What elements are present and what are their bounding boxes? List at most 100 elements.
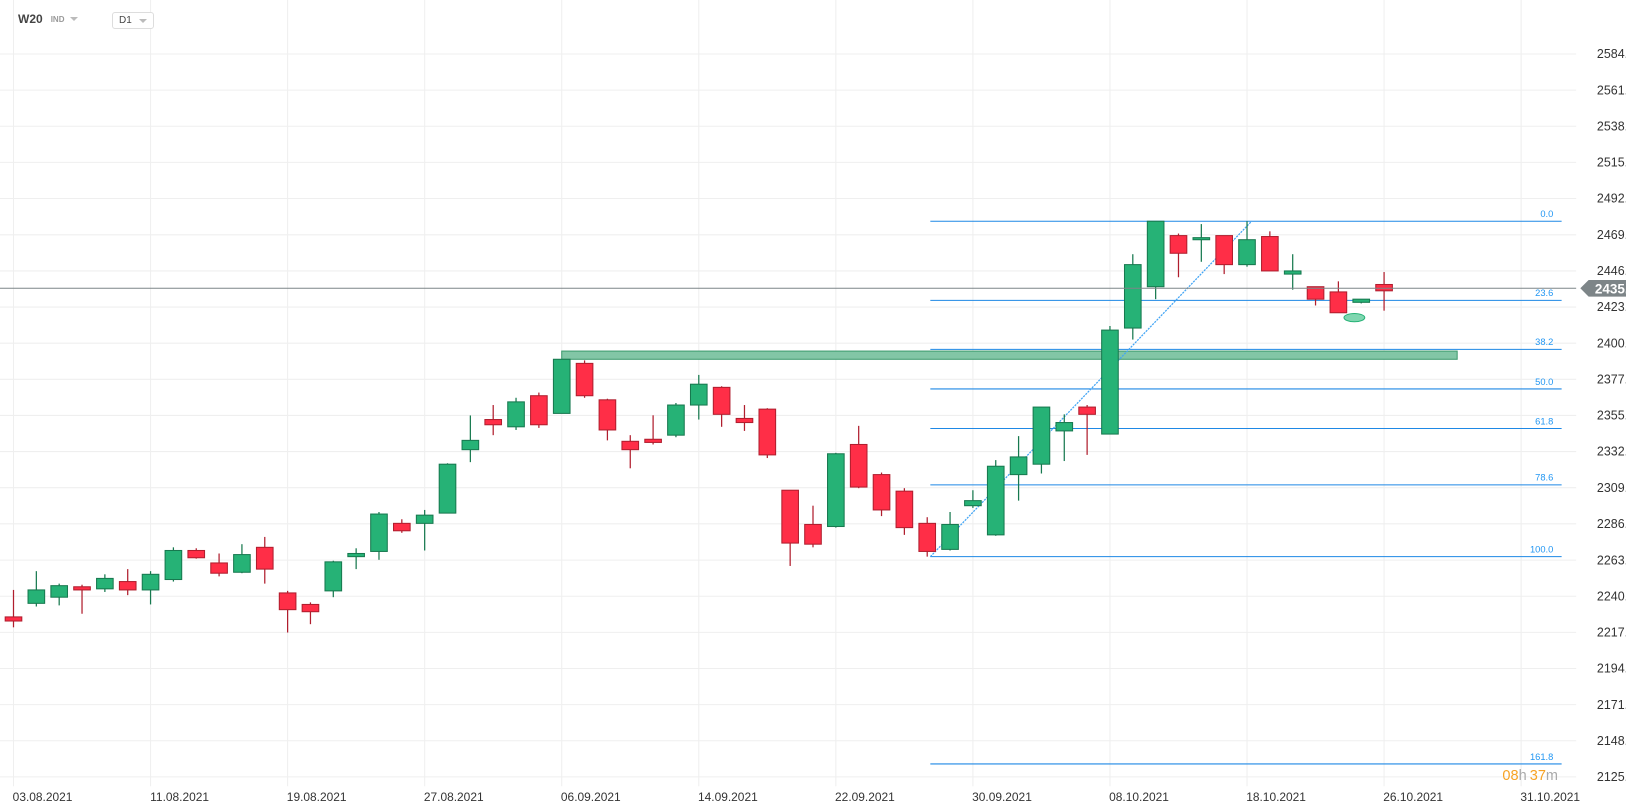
countdown-timer: 08h 37m <box>1502 768 1558 784</box>
highlight-marker <box>1343 312 1366 323</box>
candle-bullish <box>507 397 525 430</box>
candle-body <box>4 616 23 622</box>
candle-body <box>233 554 251 573</box>
symbol-class-dropdown[interactable]: IND <box>51 15 79 24</box>
candle-bearish <box>644 415 662 445</box>
candle-body <box>255 546 274 570</box>
date-tick-label: 03.08.2021 <box>13 790 73 804</box>
last-price-tag <box>1580 279 1626 297</box>
candle-bearish <box>1169 233 1188 278</box>
price-tick-label: 2332.1 <box>1597 445 1626 459</box>
price-tick-label: 2515.4 <box>1597 156 1626 170</box>
date-tick-label: 19.08.2021 <box>287 790 347 804</box>
date-tick-label: 30.09.2021 <box>972 790 1032 804</box>
candle-body <box>461 439 480 451</box>
candle-body <box>1192 237 1211 241</box>
candle-body <box>27 589 46 604</box>
candle-bullish <box>27 571 46 607</box>
price-tick-label: 2125.9 <box>1597 770 1626 784</box>
candle-body <box>1078 406 1096 415</box>
candle-bearish <box>758 408 777 459</box>
fib-level-label: 100.0 <box>1530 544 1553 554</box>
candle-body <box>301 603 320 613</box>
fib-level-label: 23.6 <box>1535 288 1553 298</box>
candle-bearish <box>621 435 640 469</box>
candle-body <box>1101 329 1119 435</box>
candle-body <box>1055 422 1074 432</box>
candle-bullish <box>552 358 571 414</box>
candle-bearish <box>1306 286 1325 306</box>
candle-bullish <box>50 583 69 606</box>
candle-body <box>1146 220 1165 288</box>
candle-body <box>964 500 982 507</box>
candle-bearish <box>918 517 937 557</box>
chevron-down-icon <box>70 17 79 21</box>
candle-bullish <box>370 511 388 560</box>
date-tick-label: 31.10.2021 <box>1520 790 1580 804</box>
support-zone-rect[interactable] <box>561 350 1458 360</box>
date-tick-label: 14.09.2021 <box>698 790 758 804</box>
date-tick-label: 08.10.2021 <box>1109 790 1169 804</box>
candle-body <box>507 401 525 428</box>
candle-bullish <box>1101 325 1119 435</box>
candle-body <box>621 440 640 451</box>
price-tick-label: 2584.1 <box>1597 47 1626 61</box>
candle-body <box>530 395 548 426</box>
candle-bullish <box>1192 224 1211 262</box>
candle-bearish <box>1375 272 1393 311</box>
candle-bullish <box>141 571 160 605</box>
candle-body <box>278 592 297 611</box>
last-price-line: 2435.6 <box>0 279 1626 297</box>
grid <box>0 0 1577 787</box>
fib-level-label: 161.8 <box>1530 752 1553 762</box>
symbol-header: W20 IND <box>18 12 79 26</box>
symbol-name: W20 <box>18 12 43 26</box>
candle-body <box>370 513 388 552</box>
candle-body <box>1032 406 1051 465</box>
candle-body <box>667 404 685 436</box>
time-axis[interactable]: 03.08.2021 11.08.2021 19.08.2021 27.08.2021… <box>13 790 1581 804</box>
timeframe-value: D1 <box>119 15 132 26</box>
candle-body <box>986 465 1005 536</box>
candles <box>4 220 1393 633</box>
candle-bearish <box>1329 281 1348 314</box>
price-tick-label: 2400.8 <box>1597 336 1626 350</box>
price-tick-label: 2355.0 <box>1597 409 1626 423</box>
candle-bearish <box>804 505 822 548</box>
price-tick-label: 2194.6 <box>1597 662 1626 676</box>
candle-body <box>1123 264 1142 329</box>
candle-body <box>758 408 777 456</box>
candle-body <box>872 474 891 511</box>
timeframe-dropdown[interactable]: D1 <box>112 12 154 29</box>
candle-body <box>484 419 503 426</box>
support-zone[interactable] <box>561 350 1458 360</box>
candle-body <box>141 573 160 591</box>
candle-bearish <box>484 405 503 436</box>
price-tick-label: 2286.3 <box>1597 517 1626 531</box>
fib-trend-line[interactable] <box>929 220 1253 558</box>
candle-body <box>918 522 937 552</box>
candle-body <box>781 489 799 544</box>
candle-bearish <box>4 589 23 628</box>
candle-bearish <box>210 553 228 577</box>
candle-bullish <box>1283 254 1302 290</box>
fib-level-label: 61.8 <box>1535 416 1553 426</box>
candle-body <box>598 399 617 431</box>
candle-bullish <box>461 415 480 463</box>
fibonacci-retracement[interactable]: 0.0 23.6 38.2 50.0 61.8 78.6 100.0 161.8 <box>929 209 1562 765</box>
candle-body <box>735 417 754 424</box>
candle-bullish <box>689 374 708 420</box>
candle-body <box>1352 298 1371 303</box>
candle-bullish <box>1238 221 1256 267</box>
price-tick-label: 2561.2 <box>1597 83 1626 97</box>
candle-body <box>210 562 228 574</box>
candle-bullish <box>96 574 114 592</box>
candle-body <box>827 453 845 528</box>
candle-body <box>1329 291 1348 314</box>
price-tick-label: 2492.5 <box>1597 192 1626 206</box>
price-axis[interactable]: 2584.1 2561.2 2538.3 2515.4 2492.5 2469.5 2446… <box>1597 47 1626 784</box>
candle-bullish <box>941 511 959 551</box>
last-price-label: 2435.6 <box>1595 281 1626 296</box>
price-tick-label: 2423.7 <box>1597 300 1626 314</box>
